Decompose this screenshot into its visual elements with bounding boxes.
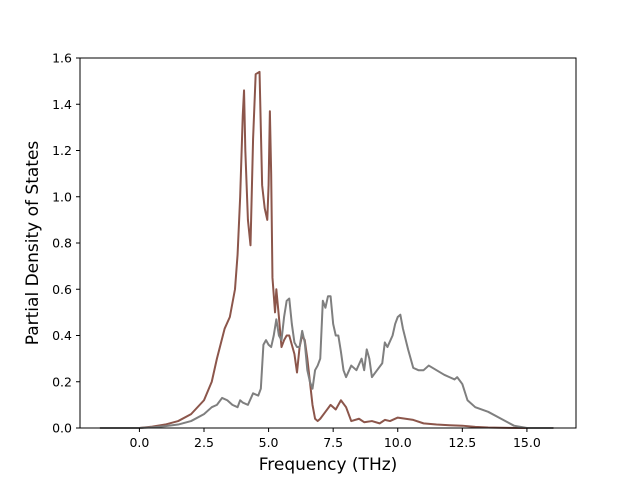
y-tick-label: 0.8: [52, 236, 72, 251]
y-tick-label: 0.6: [52, 282, 72, 297]
y-tick-label: 0.0: [52, 421, 72, 436]
x-tick-label: 0.0: [129, 435, 149, 450]
y-tick-label: 1.0: [52, 189, 72, 204]
x-tick-label: 10.0: [384, 435, 412, 450]
y-tick-label: 1.4: [52, 97, 72, 112]
series-layer: [99, 70, 554, 429]
y-axis: 0.0 0.2 0.4 0.6 0.8 1.0 1.2 1.4 1.6: [52, 51, 80, 436]
y-tick-label: 1.2: [52, 143, 72, 158]
x-axis: 0.0 2.5 5.0 7.5 10.0 12.5 15.0: [129, 428, 541, 450]
x-tick-label: 7.5: [323, 435, 343, 450]
series-line-2: [99, 295, 554, 429]
y-tick-label: 0.4: [52, 328, 72, 343]
y-tick-label: 0.2: [52, 374, 72, 389]
x-tick-label: 12.5: [448, 435, 476, 450]
y-axis-label: Partial Density of States: [23, 141, 43, 346]
x-axis-label: Frequency (THz): [259, 455, 398, 475]
x-tick-label: 15.0: [513, 435, 541, 450]
x-tick-label: 5.0: [259, 435, 279, 450]
series-line-1: [99, 70, 554, 429]
y-tick-label: 1.6: [52, 51, 72, 66]
x-tick-label: 2.5: [194, 435, 214, 450]
